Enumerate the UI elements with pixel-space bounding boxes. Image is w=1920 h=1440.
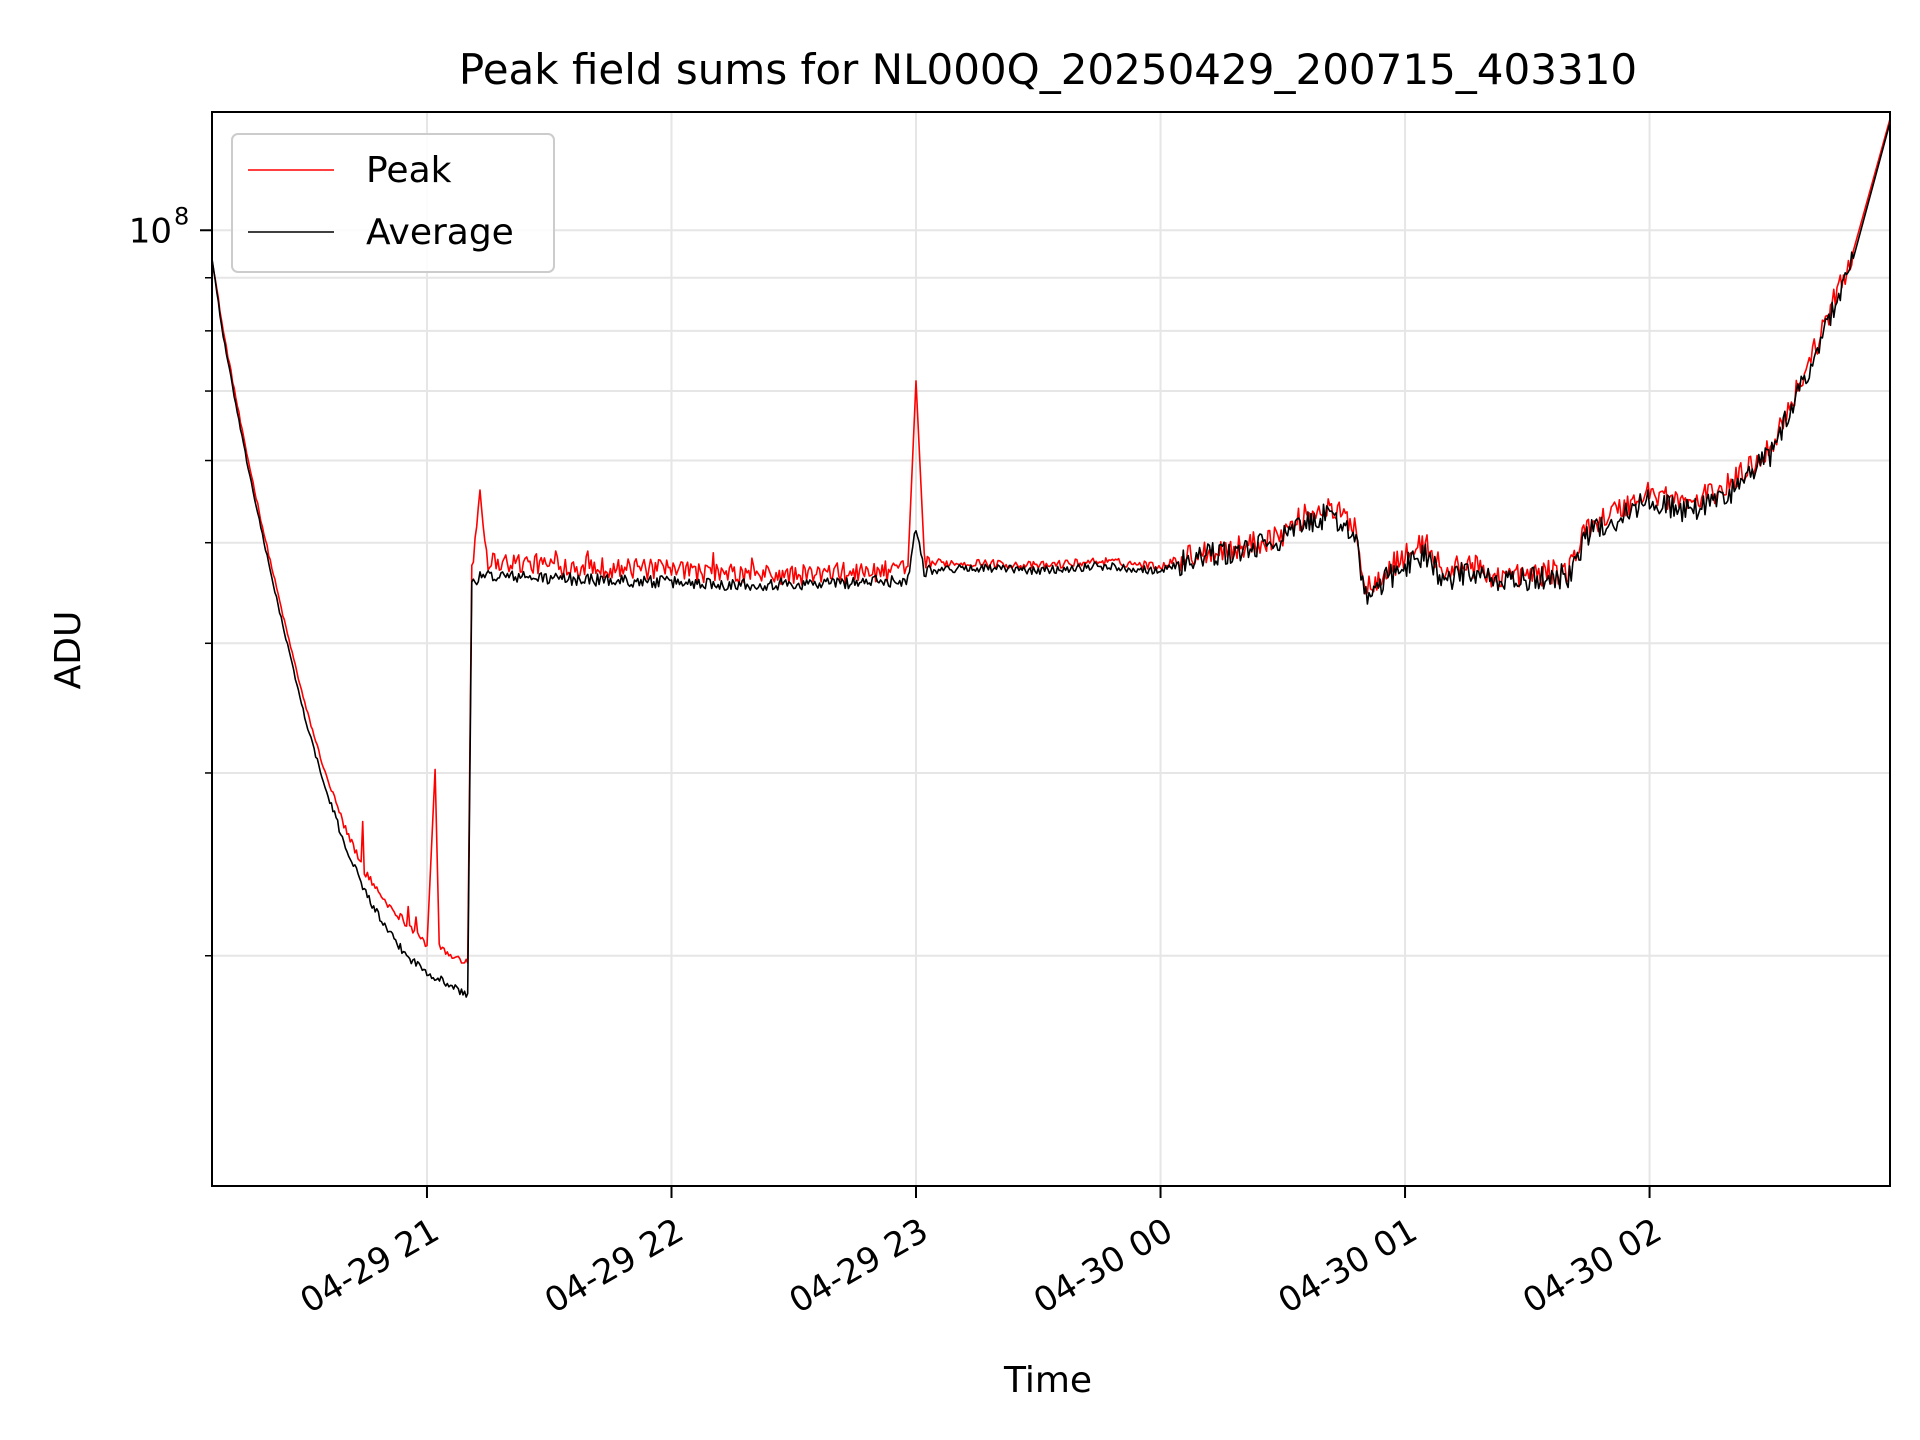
y-tick-base: 10 [129,211,172,251]
series-layer [212,118,1890,998]
series-line-peak [212,118,1890,964]
legend-label-average: Average [366,212,514,253]
y-tick-label: 10 [129,211,172,251]
legend-label-peak: Peak [366,150,452,191]
legend: Peak Average [231,133,555,273]
y-axis-label: ADU [48,611,89,690]
legend-box [231,133,555,273]
plot-frame [211,111,1891,1187]
grid [212,112,1890,1186]
y-tick-exponent: 8 [174,202,189,230]
x-axis-label: Time [1003,1360,1092,1401]
chart-title: Peak field sums for NL000Q_20250429_2007… [459,45,1637,94]
series-line-average [212,122,1890,998]
